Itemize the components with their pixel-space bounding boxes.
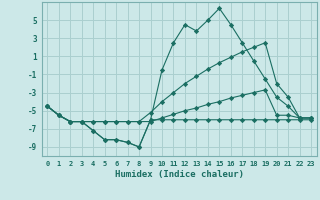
X-axis label: Humidex (Indice chaleur): Humidex (Indice chaleur) [115, 170, 244, 179]
